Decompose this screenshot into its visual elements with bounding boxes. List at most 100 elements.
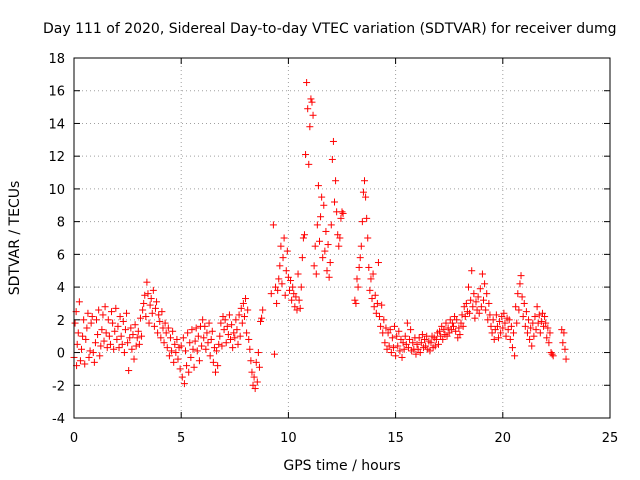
data-point (184, 329, 192, 337)
data-point (456, 331, 464, 339)
data-point (495, 334, 503, 342)
data-point (150, 322, 158, 330)
data-point (534, 319, 542, 327)
data-point (204, 339, 212, 347)
axis-ticks: -4 -2 0 2 4 6 8 10 12 14 16 18 0 5 10 15 20 25 (48, 52, 618, 446)
data-point (472, 298, 480, 306)
data-point (329, 137, 337, 145)
data-point (84, 309, 92, 317)
data-point (251, 385, 259, 393)
data-point (280, 234, 288, 242)
y-tick-label: 6 (57, 248, 65, 263)
data-point (82, 335, 90, 343)
data-point (395, 327, 403, 335)
data-point (187, 353, 195, 361)
data-point (418, 331, 426, 339)
data-point (235, 311, 243, 319)
data-point (277, 242, 285, 250)
data-point (530, 332, 538, 340)
data-point (480, 296, 488, 304)
y-tick-label: 8 (57, 216, 65, 231)
data-point (110, 345, 118, 353)
data-point (276, 262, 284, 270)
data-point (125, 367, 133, 375)
data-point (518, 293, 526, 301)
data-point (103, 344, 111, 352)
x-axis-label: GPS time / hours (283, 458, 400, 474)
data-point (355, 263, 363, 271)
data-point (327, 221, 335, 229)
data-point (192, 324, 200, 332)
data-point (361, 177, 369, 185)
data-point (549, 352, 557, 360)
data-point (432, 335, 440, 343)
data-point (177, 342, 185, 350)
data-point (293, 306, 301, 314)
data-point (292, 293, 300, 301)
y-tick-label: -2 (52, 379, 65, 394)
data-point (464, 283, 472, 291)
data-point (393, 332, 401, 340)
data-point (449, 322, 457, 330)
data-point (338, 208, 346, 216)
data-point (108, 308, 116, 316)
data-point (155, 311, 163, 319)
data-point (475, 309, 483, 317)
data-point (320, 201, 328, 209)
data-point (510, 329, 518, 337)
data-point (168, 347, 176, 355)
y-axis-label: SDTVAR / TECUs (7, 181, 23, 296)
data-point (176, 365, 184, 373)
data-point (90, 358, 98, 366)
data-point (496, 317, 504, 325)
data-point (157, 334, 165, 342)
data-point (354, 283, 362, 291)
data-point (318, 193, 326, 201)
data-point (186, 339, 194, 347)
data-point (74, 329, 82, 337)
data-point (388, 334, 396, 342)
data-point (257, 317, 265, 325)
data-point (486, 311, 494, 319)
data-point (254, 349, 262, 357)
data-point (237, 304, 245, 312)
data-point (477, 303, 485, 311)
data-point (488, 329, 496, 337)
data-point (239, 299, 247, 307)
data-point (528, 342, 536, 350)
data-point (130, 355, 138, 363)
data-point (337, 214, 345, 222)
data-point (500, 309, 508, 317)
data-point (537, 317, 545, 325)
data-point (427, 339, 435, 347)
data-point (372, 309, 380, 317)
x-tick-label: 15 (387, 431, 404, 446)
data-point (121, 326, 129, 334)
data-point (164, 324, 172, 332)
data-point (489, 316, 497, 324)
data-point (309, 111, 317, 119)
data-point (512, 303, 520, 311)
data-point (511, 352, 519, 360)
data-point (377, 322, 385, 330)
data-point (231, 334, 239, 342)
data-point (146, 301, 154, 309)
data-point (232, 316, 240, 324)
data-point (119, 317, 127, 325)
data-point (112, 304, 120, 312)
data-point (294, 270, 302, 278)
data-point (228, 321, 236, 329)
data-point (406, 335, 414, 343)
data-point (206, 352, 214, 360)
data-point (367, 275, 375, 283)
data-point (246, 345, 254, 353)
data-point (298, 254, 306, 262)
data-point (83, 324, 91, 332)
data-point (376, 313, 384, 321)
data-point (299, 234, 307, 242)
data-point (170, 358, 178, 366)
data-point (136, 314, 144, 322)
data-point (339, 209, 347, 217)
data-point (100, 337, 108, 345)
